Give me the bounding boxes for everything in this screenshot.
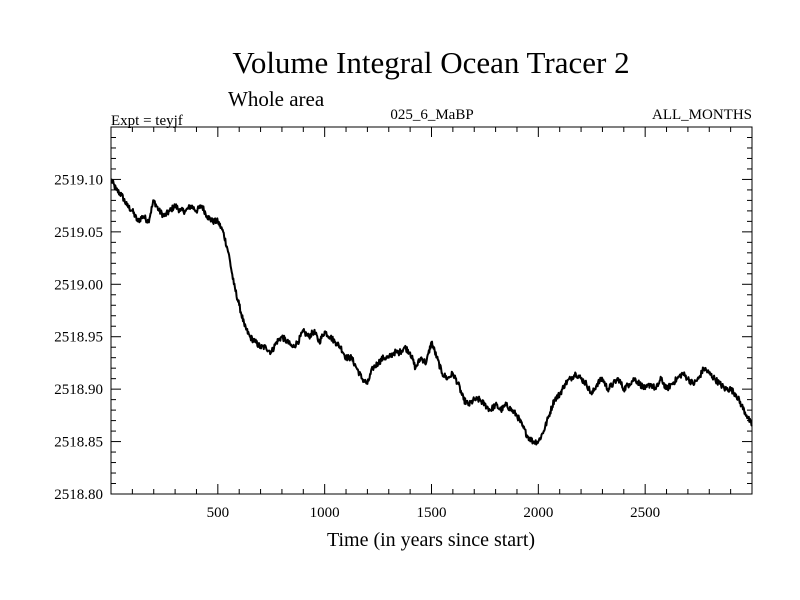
y-tick-label: 2519.10 <box>54 172 103 188</box>
experiment-label: Expt = teyjf <box>111 113 183 129</box>
period-label: ALL_MONTHS <box>652 107 752 123</box>
series-line-tracer-2 <box>110 178 753 446</box>
y-tick-label: 2518.85 <box>54 435 103 451</box>
x-tick-label: 2000 <box>523 505 553 521</box>
x-tick-label: 500 <box>207 505 230 521</box>
y-axis-ticks: 2518.80 2518.85 2518.90 2518.95 2519.00 2519.… <box>54 172 752 503</box>
minor-ticks <box>111 127 752 494</box>
x-axis-label: Time (in years since start) <box>327 529 535 551</box>
y-tick-label: 2519.00 <box>54 277 103 293</box>
y-tick-label: 2519.05 <box>54 225 103 241</box>
chart-subtitle: Whole area <box>228 87 325 111</box>
run-label: 025_6_MaBP <box>390 107 473 123</box>
chart-title: Volume Integral Ocean Tracer 2 <box>232 45 629 80</box>
y-tick-label: 2518.90 <box>54 382 103 398</box>
x-tick-label: 2500 <box>630 505 660 521</box>
x-axis-ticks: 500 1000 1500 2000 2500 <box>207 127 660 521</box>
y-tick-label: 2518.95 <box>54 330 103 346</box>
y-tick-label: 2518.80 <box>54 487 103 503</box>
x-tick-label: 1500 <box>417 505 447 521</box>
x-tick-label: 1000 <box>310 505 340 521</box>
